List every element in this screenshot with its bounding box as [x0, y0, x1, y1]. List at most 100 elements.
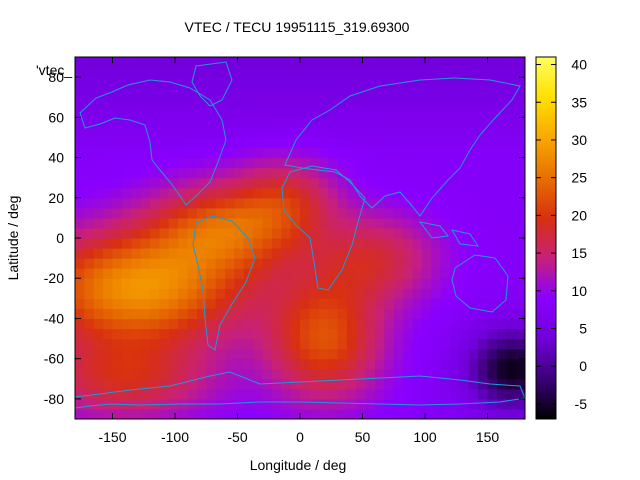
heatmap-cell [271, 338, 282, 350]
heatmap-cell [487, 137, 498, 149]
heatmap-cell [496, 57, 507, 68]
heatmap-cell [75, 157, 85, 169]
heatmap-cell [487, 57, 498, 68]
heatmap-cell [393, 258, 404, 269]
heatmap-cell [262, 67, 273, 78]
heatmap-cell [121, 87, 132, 98]
heatmap-cell [262, 227, 273, 239]
heatmap-cell [515, 187, 525, 199]
heatmap-cell [225, 248, 235, 259]
heatmap-cell [384, 197, 395, 209]
heatmap-cell [346, 117, 357, 128]
heatmap-cell [515, 107, 525, 118]
heatmap-cell [168, 77, 179, 88]
heatmap-cell [450, 57, 460, 68]
heatmap-cell [178, 238, 189, 249]
heatmap-cell [271, 408, 282, 419]
heatmap-cell [318, 298, 329, 309]
heatmap-cell [103, 107, 114, 118]
colorbar-tick-label: 0 [579, 358, 587, 374]
heatmap-cell [487, 258, 498, 269]
heatmap-cell [459, 318, 470, 330]
heatmap-cell [309, 378, 320, 390]
heatmap-cell [159, 348, 170, 360]
heatmap-cell [215, 408, 226, 419]
heatmap-cell [234, 348, 245, 360]
heatmap-cell [215, 298, 226, 309]
heatmap-cell [431, 107, 442, 118]
heatmap-cell [178, 298, 189, 309]
heatmap-cell [225, 77, 235, 88]
heatmap-cell [103, 127, 114, 139]
heatmap-cell [515, 157, 525, 169]
heatmap-cell [450, 278, 460, 289]
heatmap-cell [328, 137, 339, 149]
heatmap-cell [421, 258, 432, 269]
heatmap-cell [178, 368, 189, 380]
heatmap-cell [403, 117, 414, 128]
heatmap-cell [187, 308, 198, 320]
heatmap-cell [300, 368, 310, 380]
heatmap-cell [290, 187, 301, 199]
heatmap-cell [168, 127, 179, 139]
heatmap-cell [365, 147, 376, 159]
heatmap-cell [168, 157, 179, 169]
heatmap-cell [243, 408, 254, 419]
heatmap-cell [300, 248, 310, 259]
heatmap-cell [318, 378, 329, 390]
heatmap-cell [337, 167, 348, 179]
heatmap-cell [412, 167, 423, 179]
heatmap-cell [75, 248, 85, 259]
y-tick-label: -80 [44, 391, 64, 407]
heatmap-cell [121, 348, 132, 360]
heatmap-cell [440, 197, 451, 209]
heatmap-cell [187, 127, 198, 139]
heatmap-cell [496, 348, 507, 360]
heatmap-cell [450, 328, 460, 340]
heatmap-cell [196, 308, 207, 320]
heatmap-cell [365, 248, 376, 259]
heatmap-cell [168, 298, 179, 309]
heatmap-cell [93, 338, 104, 350]
heatmap-cell [318, 107, 329, 118]
heatmap-cell [440, 348, 451, 360]
heatmap-cell [84, 87, 95, 98]
heatmap-cell [206, 308, 217, 320]
heatmap-cell [140, 288, 151, 299]
heatmap-cell [346, 137, 357, 149]
heatmap-cell [131, 77, 142, 88]
heatmap-cell [403, 177, 414, 189]
heatmap-cell [112, 117, 123, 128]
heatmap-cell [262, 288, 273, 299]
heatmap-cell [121, 177, 132, 189]
heatmap-cell [215, 117, 226, 128]
heatmap-cell [121, 368, 132, 380]
heatmap-cell [393, 388, 404, 400]
heatmap-cell [150, 127, 160, 139]
heatmap-cell [253, 398, 264, 410]
heatmap-cell [253, 167, 264, 179]
heatmap-cell [412, 388, 423, 400]
heatmap-cell [337, 77, 348, 88]
heatmap-cell [318, 87, 329, 98]
heatmap-cell [468, 217, 479, 229]
heatmap-cell [281, 248, 292, 259]
heatmap-cell [140, 338, 151, 350]
heatmap-cell [206, 87, 217, 98]
heatmap-cell [159, 157, 170, 169]
heatmap-cell [328, 77, 339, 88]
heatmap-cell [459, 328, 470, 340]
heatmap-cell [225, 318, 235, 330]
heatmap-cell [450, 77, 460, 88]
heatmap-cell [243, 207, 254, 219]
heatmap-cell [215, 177, 226, 189]
heatmap-cell [515, 57, 525, 68]
heatmap-cell [346, 67, 357, 78]
heatmap-cell [206, 167, 217, 179]
colorbar-tick-label: 15 [571, 245, 587, 261]
heatmap-cell [168, 137, 179, 149]
heatmap-cell [403, 77, 414, 88]
heatmap-cell [309, 77, 320, 88]
heatmap-cell [515, 248, 525, 259]
heatmap-cell [178, 358, 189, 370]
